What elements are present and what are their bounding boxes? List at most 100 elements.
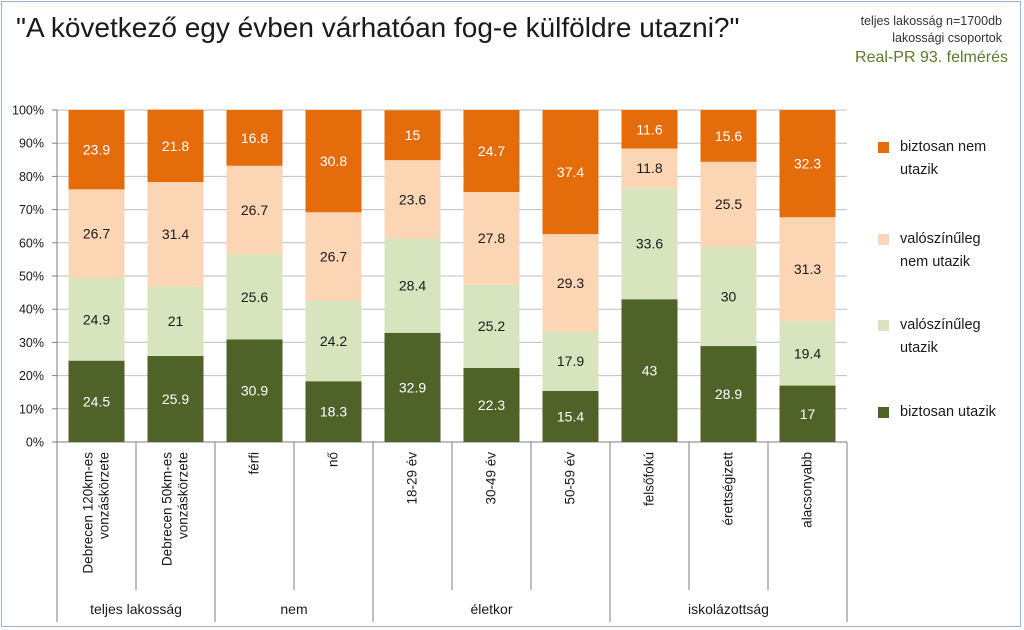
category-label-line: Debrecen 120km-es xyxy=(81,452,96,574)
legend-swatch xyxy=(878,234,889,245)
data-label: 16.8 xyxy=(241,130,268,146)
bar-segment xyxy=(779,217,836,322)
bar-segment xyxy=(542,110,599,235)
category-label-line: Debrecen 50km-es xyxy=(160,452,175,566)
y-tick-label: 40% xyxy=(19,303,44,317)
data-label: 17 xyxy=(800,406,816,422)
bar-segment xyxy=(621,187,678,300)
bar-segment xyxy=(147,356,204,442)
data-label: 29.3 xyxy=(557,275,584,291)
data-label: 21 xyxy=(168,313,184,329)
bar-segment xyxy=(700,161,757,247)
data-label: 28.4 xyxy=(399,278,426,294)
data-label: 43 xyxy=(642,363,658,379)
bar-segment xyxy=(147,109,204,183)
bar-segment xyxy=(226,339,283,442)
data-label: 37.4 xyxy=(557,164,584,180)
bar-segment xyxy=(147,182,204,287)
bar-segment xyxy=(621,110,678,149)
category-label: felsőfokú xyxy=(642,452,657,506)
legend-swatch xyxy=(878,407,889,418)
data-label: 11.6 xyxy=(636,121,662,137)
bar-segment xyxy=(68,360,125,442)
bar-segment xyxy=(384,160,441,239)
data-label: 25.6 xyxy=(241,289,268,305)
legend-label: valószínűleg xyxy=(900,317,981,333)
bar-segment xyxy=(542,331,599,391)
bar-segment xyxy=(68,189,125,278)
data-label: 17.9 xyxy=(557,353,584,369)
sample-note: teljes lakosság n=1700db xyxy=(860,14,1002,28)
bar-segment xyxy=(542,234,599,332)
category-label-line: vonzáskörzete xyxy=(97,452,112,539)
data-label: 25.2 xyxy=(478,318,505,334)
legend-swatch xyxy=(878,142,889,153)
data-label: 27.8 xyxy=(478,230,505,246)
bar-segment xyxy=(542,390,599,442)
data-label: 15 xyxy=(405,127,421,143)
data-label: 22.3 xyxy=(478,397,505,413)
bar-segment xyxy=(621,148,678,188)
data-label: 19.4 xyxy=(794,345,821,361)
source-label: Real-PR 93. felmérés xyxy=(855,49,1008,66)
legend-label: utazik xyxy=(900,162,938,178)
bar-segment xyxy=(305,300,362,382)
bar-segment xyxy=(700,246,757,347)
data-label: 11.8 xyxy=(636,160,662,176)
y-tick-label: 30% xyxy=(19,336,44,350)
y-tick-label: 0% xyxy=(26,436,44,450)
data-label: 15.6 xyxy=(715,128,742,144)
category-label-line: alacsonyabb xyxy=(800,452,815,528)
y-tick-label: 50% xyxy=(19,270,44,284)
y-tick-label: 60% xyxy=(19,236,44,250)
y-tick-label: 90% xyxy=(19,137,44,151)
bar-segment xyxy=(463,110,520,193)
bar-segment xyxy=(463,192,520,285)
data-label: 33.6 xyxy=(636,235,663,251)
bar-segment xyxy=(384,332,441,442)
bar-segment xyxy=(621,299,678,442)
groups-note: lakossági csoportok xyxy=(892,31,1002,45)
chart-title: "A következő egy évben várhatóan fog-e k… xyxy=(16,12,740,43)
group-label: életkor xyxy=(470,601,512,617)
category-label-line: vonzáskörzete xyxy=(176,452,191,539)
category-label: nő xyxy=(326,452,341,467)
category-label: 50-59 év xyxy=(563,452,578,505)
y-tick-label: 70% xyxy=(19,203,44,217)
legend-label: biztosan nem xyxy=(900,139,987,155)
data-label: 23.9 xyxy=(83,142,110,158)
data-label: 30.9 xyxy=(241,383,268,399)
category-label-line: felsőfokú xyxy=(642,452,657,506)
y-tick-label: 10% xyxy=(19,402,44,416)
data-label: 26.7 xyxy=(83,226,110,242)
data-label: 25.9 xyxy=(162,391,189,407)
legend-label: nem utazik xyxy=(900,254,971,270)
data-label: 24.2 xyxy=(320,333,347,349)
bar-segment xyxy=(779,321,836,386)
category-label: Debrecen 120km-esvonzáskörzete xyxy=(81,452,112,574)
bar-segment xyxy=(463,367,520,442)
data-label: 24.7 xyxy=(478,143,505,159)
data-label: 15.4 xyxy=(557,408,584,424)
category-label-line: érettségizett xyxy=(721,452,736,526)
data-label: 26.7 xyxy=(320,249,347,265)
category-label: 30-49 év xyxy=(484,452,499,505)
legend-label: biztosan utazik xyxy=(900,404,996,420)
group-label: teljes lakosság xyxy=(90,601,182,617)
bar-segment xyxy=(226,165,283,255)
category-label-line: nő xyxy=(326,452,341,467)
data-label: 25.5 xyxy=(715,196,742,212)
data-label: 28.9 xyxy=(715,386,742,402)
category-label-line: 18-29 év xyxy=(405,452,420,505)
category-label-line: 30-49 év xyxy=(484,452,499,505)
bar-segment xyxy=(700,346,757,442)
group-label: iskolázottság xyxy=(688,601,769,617)
category-label: 18-29 év xyxy=(405,452,420,505)
category-label-line: 50-59 év xyxy=(563,452,578,505)
legend-label: valószínűleg xyxy=(900,231,981,247)
data-label: 30.8 xyxy=(320,153,347,169)
bar-segment xyxy=(226,110,283,166)
bar-segment xyxy=(384,238,441,333)
category-label: alacsonyabb xyxy=(800,452,815,528)
bar-segment xyxy=(463,284,520,368)
